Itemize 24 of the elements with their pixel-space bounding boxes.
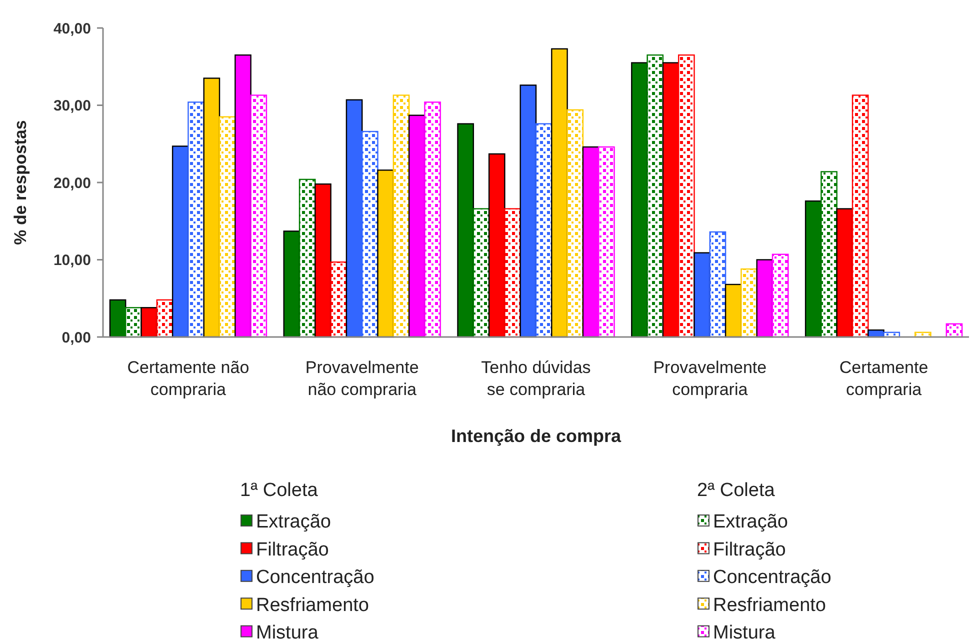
x-tick-label: Tenho dúvidas se compraria	[481, 358, 591, 399]
legend-label: Resfriamento	[256, 594, 369, 616]
y-tick-label: 30,00	[53, 98, 91, 114]
legend-label: Extração	[256, 512, 331, 533]
legend-label: Resfriamento	[713, 594, 826, 616]
legend-label: Mistura	[713, 622, 776, 642]
y-tick-label: 40,00	[53, 20, 91, 38]
legend-label: Filtração	[713, 539, 786, 560]
y-tick-label: 10,00	[53, 252, 91, 269]
text: 1ª Coleta	[240, 480, 318, 501]
legend-label: Concentração	[256, 567, 374, 588]
x-tick-label: Provavelmente compraria	[653, 358, 767, 399]
y-axis-title: % de respostas	[11, 120, 30, 245]
x-axis-title: Intenção de compra	[450, 426, 622, 446]
text: 2ª Coleta	[697, 480, 776, 501]
x-tick-label: Certamente compraria	[839, 358, 928, 399]
legend-label: Mistura	[256, 622, 319, 642]
y-tick-label: 0,00	[62, 329, 91, 346]
legend-label: Concentração	[713, 567, 832, 588]
x-tick-label: Certamente não compraria	[127, 358, 250, 399]
y-tick-label: 20,00	[53, 174, 91, 192]
legend-label: Filtração	[256, 539, 329, 560]
x-tick-label: Provavelmente não compraria	[305, 358, 419, 399]
legend-label: Extração	[713, 512, 788, 533]
